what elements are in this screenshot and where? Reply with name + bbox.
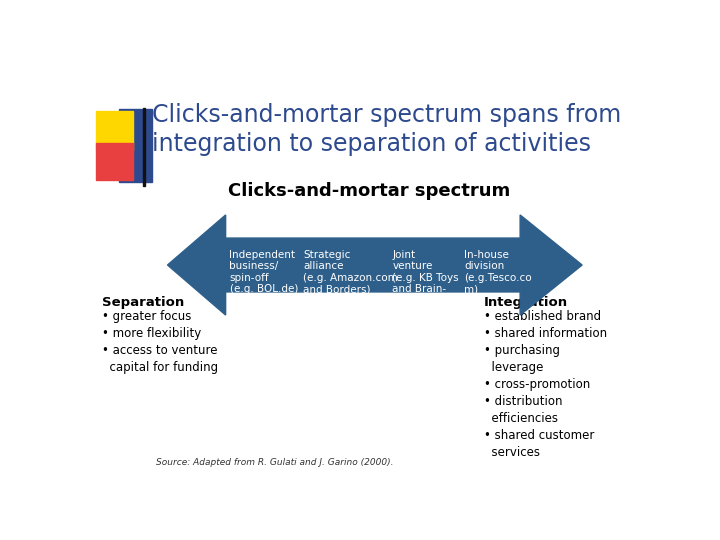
Text: • greater focus
• more flexibility
• access to venture
  capital for funding: • greater focus • more flexibility • acc… — [102, 309, 217, 374]
Text: In-house
division
(e.g.Tesco.co
m): In-house division (e.g.Tesco.co m) — [464, 249, 532, 294]
Text: Integration: Integration — [484, 296, 568, 309]
Text: Strategic
alliance
(e.g. Amazon.com
and Borders): Strategic alliance (e.g. Amazon.com and … — [303, 249, 398, 294]
Text: Separation: Separation — [102, 296, 184, 309]
Bar — [96, 143, 133, 180]
Polygon shape — [168, 215, 582, 315]
Text: • established brand
• shared information
• purchasing
  leverage
• cross-promoti: • established brand • shared information… — [484, 309, 607, 458]
Text: Independent
business/
spin-off
(e.g. BOL.de): Independent business/ spin-off (e.g. BOL… — [230, 249, 298, 294]
Bar — [96, 111, 133, 150]
Bar — [143, 108, 145, 186]
Text: Clicks-and-mortar spectrum: Clicks-and-mortar spectrum — [228, 182, 510, 200]
Text: Joint
venture
(e.g. KB Toys
and Brain-
Play.com): Joint venture (e.g. KB Toys and Brain- P… — [392, 249, 459, 306]
Text: Clicks-and-mortar spectrum spans from
integration to separation of activities: Clicks-and-mortar spectrum spans from in… — [152, 103, 621, 156]
Text: Source: Adapted from R. Gulati and J. Garino (2000).: Source: Adapted from R. Gulati and J. Ga… — [156, 458, 393, 467]
Bar — [120, 109, 152, 182]
